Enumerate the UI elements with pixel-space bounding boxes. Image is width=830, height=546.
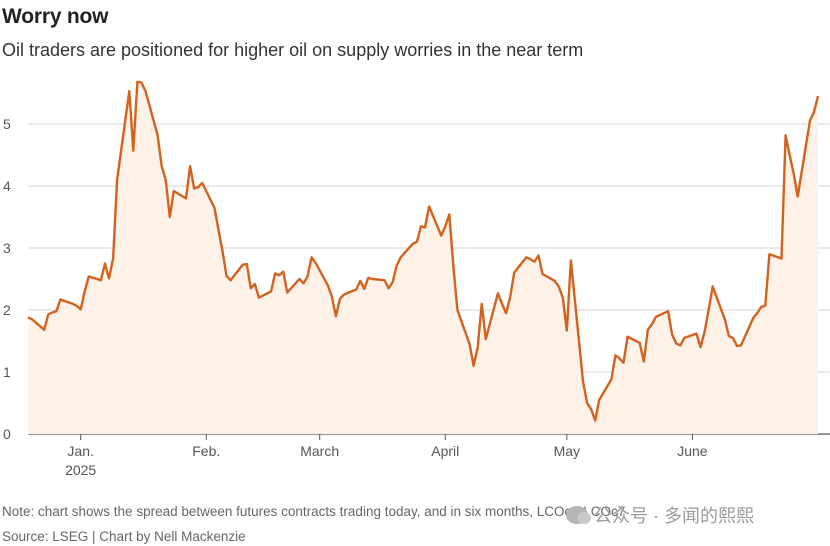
chart-note: Note: chart shows the spread between fut… (2, 504, 626, 519)
x-tick-label: June (677, 443, 708, 459)
chart-subtitle: Oil traders are positioned for higher oi… (2, 40, 584, 60)
chart-source: Source: LSEG | Chart by Nell Mackenzie (2, 529, 246, 544)
y-tick-label: 2 (3, 302, 11, 318)
y-axis: 0 1 2 3 4 5 (3, 116, 11, 442)
series-area-fill (28, 81, 818, 435)
chart-title: Worry now (2, 5, 109, 28)
watermark-text: 公众号 · 多闻的熙熙 (594, 506, 754, 526)
y-tick-label: 3 (3, 240, 11, 256)
chart-area: 0 1 2 3 4 5 Jan. 2025 Feb. March April May June (3, 80, 830, 478)
y-tick-label: 5 (3, 116, 11, 132)
x-tick-label: Feb. (192, 443, 220, 459)
watermark: 公众号 · 多闻的熙熙 (566, 502, 754, 528)
wechat-icon (566, 506, 591, 524)
x-axis: Jan. 2025 Feb. March April May June (65, 434, 708, 478)
y-tick-label: 1 (3, 364, 11, 380)
x-tick-label: April (431, 443, 459, 459)
x-tick-sublabel: 2025 (65, 462, 96, 478)
x-tick-label: Jan. (67, 443, 93, 459)
x-tick-label: May (554, 443, 580, 459)
y-tick-label: 0 (3, 426, 11, 442)
series-line (27, 80, 820, 422)
x-tick-label: March (300, 443, 339, 459)
y-tick-label: 4 (3, 178, 11, 194)
